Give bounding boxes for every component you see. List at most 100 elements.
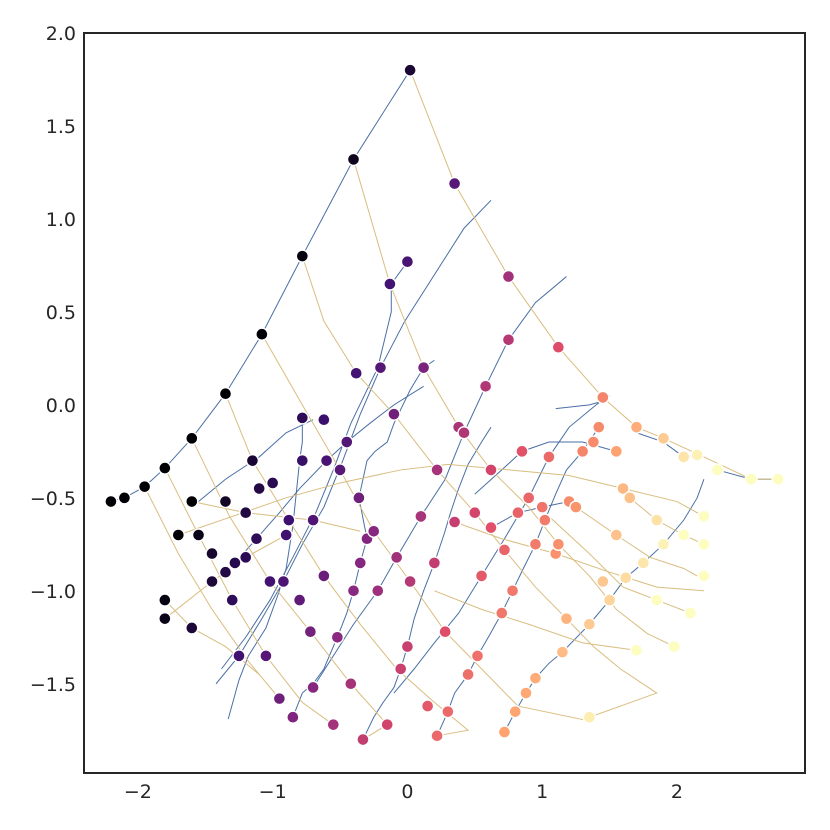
data-point	[575, 444, 590, 459]
data-point	[522, 491, 536, 505]
data-point	[295, 249, 310, 263]
data-point	[356, 732, 370, 747]
data-point	[470, 649, 485, 663]
data-point	[430, 463, 444, 477]
data-point	[306, 680, 320, 695]
data-point	[387, 407, 401, 421]
data-point	[697, 509, 711, 524]
data-point	[461, 667, 475, 682]
tan-line-11	[178, 463, 705, 536]
data-point	[582, 710, 597, 724]
y-tick-label: 1.5	[46, 116, 76, 138]
blue-line-13	[215, 199, 492, 685]
data-point	[326, 717, 341, 732]
data-point	[205, 546, 219, 561]
data-point	[501, 269, 516, 284]
data-point	[677, 528, 691, 542]
data-point	[508, 704, 522, 719]
data-point	[528, 671, 543, 685]
data-point	[501, 333, 516, 347]
data-point	[474, 569, 489, 583]
data-point	[292, 593, 307, 607]
data-point	[232, 649, 246, 663]
data-point	[218, 387, 233, 401]
tan-line-4	[225, 393, 470, 737]
data-point	[303, 624, 318, 639]
tan-line-16	[548, 516, 691, 614]
data-point	[629, 420, 644, 434]
data-point	[441, 704, 455, 719]
data-point	[276, 574, 291, 589]
data-point	[430, 729, 444, 743]
data-point	[137, 479, 152, 494]
data-point	[538, 513, 552, 527]
data-point	[373, 360, 388, 375]
data-point	[771, 472, 785, 486]
tan-line-8	[164, 599, 260, 675]
data-point	[346, 584, 361, 598]
data-point	[319, 453, 334, 468]
data-point	[656, 431, 671, 446]
data-points	[104, 63, 785, 747]
data-point	[218, 494, 233, 509]
y-tick-label: −0.5	[30, 488, 76, 510]
data-point	[259, 649, 273, 663]
blue-line-3	[436, 426, 600, 737]
data-point	[279, 528, 293, 542]
data-point	[710, 463, 725, 477]
y-axis-ticks: −1.5 −1.0 −0.5 0.0 0.5 1.0 1.5 2.0	[30, 23, 76, 696]
data-point	[416, 360, 431, 375]
x-axis-ticks: −2 −1 0 1 2	[124, 781, 683, 803]
blue-line-14	[221, 261, 408, 670]
data-point	[582, 617, 597, 631]
data-point	[592, 420, 606, 434]
data-point	[340, 435, 354, 449]
data-point	[295, 411, 310, 425]
data-point	[239, 550, 253, 565]
y-tick-label: 0.5	[46, 302, 76, 324]
data-point	[677, 450, 691, 464]
tan-line-15	[575, 506, 698, 577]
x-tick-label: 2	[671, 781, 683, 803]
data-point	[403, 63, 417, 77]
tan-line-12	[454, 521, 704, 592]
data-point	[400, 254, 415, 269]
data-point	[353, 556, 367, 570]
data-point	[697, 537, 711, 552]
data-point	[519, 686, 533, 700]
data-point	[596, 574, 610, 589]
data-point	[263, 574, 277, 589]
data-point	[555, 645, 570, 659]
data-point	[191, 528, 206, 542]
data-point	[400, 639, 415, 654]
data-point	[636, 556, 650, 570]
x-tick-label: −1	[259, 781, 287, 803]
data-point	[185, 494, 199, 509]
y-tick-label: −1.0	[30, 581, 76, 603]
tan-line-3	[261, 333, 590, 722]
tan-line-0	[409, 70, 779, 480]
data-point	[495, 606, 509, 620]
data-point	[158, 593, 172, 607]
data-point	[252, 481, 266, 496]
data-point	[427, 556, 442, 570]
blue-line-16	[393, 395, 610, 694]
data-point	[690, 448, 704, 462]
x-tick-label: 1	[536, 781, 548, 803]
data-point	[528, 537, 543, 552]
data-point	[596, 390, 610, 405]
data-point	[505, 584, 520, 598]
blue-line-4	[504, 479, 705, 733]
data-point	[569, 500, 583, 514]
data-point	[295, 453, 310, 468]
data-point	[623, 491, 637, 505]
data-point	[616, 481, 630, 496]
data-point	[535, 500, 549, 514]
data-point	[420, 699, 435, 713]
tan-line-6	[164, 467, 334, 726]
data-point	[383, 277, 397, 291]
tan-line-13	[434, 590, 637, 651]
data-point	[586, 435, 601, 449]
data-point	[205, 574, 219, 589]
data-point	[515, 444, 529, 459]
